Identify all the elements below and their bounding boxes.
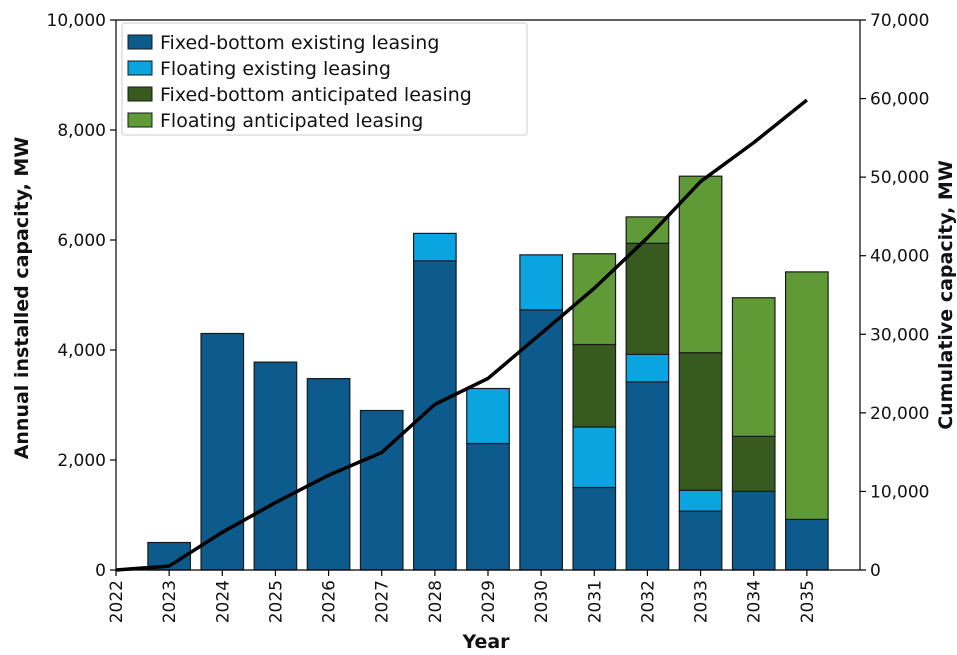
bar-2028-series-1 <box>413 232 457 262</box>
y2-tick-label: 40,000 <box>870 247 929 267</box>
bar-2030-series-1 <box>519 254 564 311</box>
bar-2027-series-0 <box>359 409 404 571</box>
y2-tick-label: 20,000 <box>870 404 929 424</box>
cumulative-capacity-line <box>115 98 808 572</box>
bar-2034-series-0 <box>731 490 776 571</box>
bar-2033-series-1 <box>678 489 723 512</box>
x-tick-label: 2030 <box>532 580 552 623</box>
axes-layer: 0 2,000 4,000 6,000 8,000 10,000 0 10,000 20,000… <box>47 11 930 623</box>
y2-tick-label: 60,000 <box>870 90 929 110</box>
cumulative-line-layer <box>115 98 808 572</box>
bar-2034-series-3 <box>731 297 776 437</box>
y-tick-label: 2,000 <box>57 451 106 471</box>
legend-swatch <box>127 34 153 50</box>
x-tick-label: 2026 <box>320 580 340 623</box>
y-tick-label: 10,000 <box>47 11 106 31</box>
legend-label: Floating existing leasing <box>160 58 391 80</box>
bar-2033-series-3 <box>678 175 723 354</box>
bar-2033-series-0 <box>678 510 723 571</box>
x-axis-title: Year <box>461 631 510 653</box>
bar-2030-series-0 <box>519 309 564 571</box>
bar-2032-series-1 <box>625 353 670 383</box>
y2-axis-title: Cumulative capacity, MW <box>935 160 957 430</box>
bar-2031-series-1 <box>572 426 617 489</box>
bar-2034-series-2 <box>731 435 776 492</box>
x-tick-label: 2029 <box>479 580 499 623</box>
bar-2031-series-0 <box>572 486 617 571</box>
x-tick-label: 2028 <box>426 580 446 623</box>
x-tick-label: 2027 <box>373 580 393 623</box>
legend-label: Fixed-bottom anticipated leasing <box>160 84 472 106</box>
bar-2029-series-1 <box>466 387 510 445</box>
legend-swatch <box>127 112 153 128</box>
bar-2035-series-0 <box>784 518 829 571</box>
legend-label: Floating anticipated leasing <box>160 110 423 132</box>
bar-2031-series-2 <box>572 343 617 428</box>
y-tick-label: 0 <box>95 561 106 581</box>
bar-2024-series-0 <box>200 332 245 571</box>
bar-2032-series-2 <box>625 242 670 356</box>
y2-tick-label: 10,000 <box>870 482 929 502</box>
legend-label: Fixed-bottom existing leasing <box>160 32 439 54</box>
bar-2029-series-0 <box>466 442 510 571</box>
y-axis-title: Annual installed capacity, MW <box>11 137 33 460</box>
y2-tick-label: 0 <box>870 561 881 581</box>
y-tick-label: 8,000 <box>57 121 106 141</box>
x-tick-label: 2031 <box>585 580 605 623</box>
x-tick-label: 2023 <box>160 580 180 623</box>
y2-tick-label: 30,000 <box>870 325 929 345</box>
x-tick-label: 2034 <box>745 580 765 623</box>
bar-2028-series-0 <box>413 260 457 571</box>
y-tick-label: 6,000 <box>57 231 106 251</box>
y2-tick-label: 50,000 <box>870 168 929 188</box>
bar-2033-series-2 <box>678 352 723 491</box>
x-tick-label: 2024 <box>213 580 233 623</box>
y-tick-label: 4,000 <box>57 341 106 361</box>
legend-swatch <box>127 86 153 102</box>
x-tick-label: 2035 <box>798 580 818 623</box>
x-tick-label: 2033 <box>692 580 712 623</box>
bar-2035-series-3 <box>784 271 829 520</box>
x-tick-label: 2025 <box>266 580 286 623</box>
bars-layer <box>147 175 829 571</box>
x-tick-label: 2032 <box>638 580 658 623</box>
x-tick-label: 2022 <box>107 580 127 623</box>
legend-swatch <box>127 60 153 76</box>
bar-2032-series-0 <box>625 381 670 571</box>
y2-tick-label: 70,000 <box>870 11 929 31</box>
legend: Fixed-bottom existing leasing Floating ex… <box>121 22 528 136</box>
bar-2025-series-0 <box>253 361 298 571</box>
legend-box <box>121 22 528 136</box>
